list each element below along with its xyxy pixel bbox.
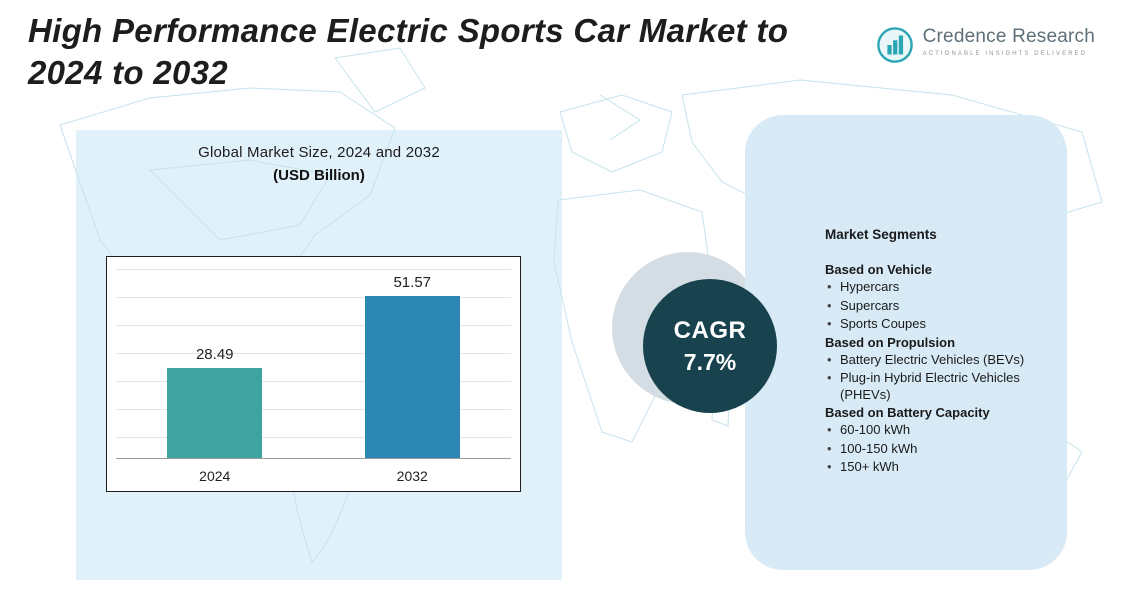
cagr-label: CAGR bbox=[673, 316, 747, 344]
bullet-icon: • bbox=[827, 370, 832, 385]
logo-name: Credence Research bbox=[922, 26, 1095, 47]
logo-tagline: Actionable Insights Delivered bbox=[922, 51, 1088, 57]
cagr-badge: CAGR 7.7% bbox=[643, 279, 777, 413]
segment-item: • 100-150 kWh bbox=[825, 441, 1041, 458]
page-title: High Performance Electric Sports Car Mar… bbox=[28, 10, 788, 94]
segment-group-battery: Based on Battery Capacity • 60-100 kWh • 1… bbox=[825, 405, 1041, 476]
segment-item-label: Plug-in Hybrid Electric Vehicles (PHEVs) bbox=[840, 370, 1020, 402]
logo-texts: Credence Research Actionable Insights De… bbox=[923, 26, 1095, 57]
bar-group-2032: 51.57 bbox=[364, 269, 460, 458]
segments-heading: Market Segments bbox=[825, 227, 937, 242]
segment-item: • Sports Coupes bbox=[825, 316, 1041, 333]
page-title-line1: High Performance Electric Sports Car Mar… bbox=[28, 12, 789, 49]
segment-item-label: Battery Electric Vehicles (BEVs) bbox=[840, 351, 1025, 367]
bullet-icon: • bbox=[827, 316, 832, 331]
chart-title-block: Global Market Size, 2024 and 2032 (USD B… bbox=[76, 144, 562, 184]
credence-research-logo: Credence Research Actionable Insights De… bbox=[876, 26, 1095, 64]
segment-group-propulsion: Based on Propulsion • Battery Electric Ve… bbox=[825, 335, 1041, 404]
bullet-icon: • bbox=[827, 422, 832, 437]
segment-group-title: Based on Vehicle bbox=[825, 262, 932, 277]
bullet-icon: • bbox=[827, 351, 832, 367]
segment-group-vehicle: Based on Vehicle • Hypercars • Supercars •… bbox=[825, 262, 1041, 333]
segment-list: • Hypercars • Supercars • Sports Coupes bbox=[825, 279, 1041, 333]
chart-subtitle: (USD Billion) bbox=[273, 167, 365, 184]
segment-item: • 60-100 kWh bbox=[825, 422, 1041, 439]
segment-item-label: Sports Coupes bbox=[840, 316, 926, 331]
segment-item-label: 60-100 kWh bbox=[840, 422, 911, 437]
segment-group-title: Based on Battery Capacity bbox=[825, 405, 990, 420]
segment-list: • 60-100 kWh • 100-150 kWh • 150+ kWh bbox=[825, 422, 1041, 476]
bar-group-2024: 28.49 bbox=[167, 269, 263, 458]
bar-value-2032: 51.57 bbox=[393, 273, 432, 291]
bullet-icon: • bbox=[827, 279, 832, 294]
segment-item: • Hypercars bbox=[825, 279, 1041, 296]
bar-value-2024: 28.49 bbox=[195, 346, 234, 364]
bullet-icon: • bbox=[827, 440, 832, 456]
segment-list: • Battery Electric Vehicles (BEVs) • Plug-… bbox=[825, 352, 1041, 404]
market-segments-panel: Market Segments Based on Vehicle • Hyperc… bbox=[745, 115, 1067, 570]
page-title-line2: 2024 to 2032 bbox=[28, 54, 228, 92]
segment-item: • Supercars bbox=[825, 298, 1041, 315]
segment-item-label: Supercars bbox=[840, 297, 900, 313]
segment-item-label: 100-150 kWh bbox=[840, 440, 918, 456]
segment-item: • Battery Electric Vehicles (BEVs) bbox=[825, 352, 1041, 369]
bar-chart: 28.49 51.57 2024 2032 bbox=[106, 256, 521, 492]
bullet-icon: • bbox=[827, 297, 832, 313]
segment-item: • 150+ kWh bbox=[825, 459, 1041, 476]
chart-title: Global Market Size, 2024 and 2032 bbox=[198, 144, 440, 161]
bullet-icon: • bbox=[827, 459, 832, 474]
bar-2024 bbox=[167, 368, 263, 458]
x-tick-2032: 2032 bbox=[396, 468, 428, 484]
bar-2032 bbox=[364, 295, 460, 458]
bar-chart-icon bbox=[876, 27, 913, 63]
cagr-value: 7.7% bbox=[683, 348, 737, 375]
plot-area: 28.49 51.57 bbox=[116, 269, 511, 459]
x-axis-labels: 2024 2032 bbox=[116, 468, 511, 484]
segment-group-title: Based on Propulsion bbox=[825, 334, 956, 350]
segment-item-label: Hypercars bbox=[840, 279, 900, 294]
segment-item: • Plug-in Hybrid Electric Vehicles (PHEVs… bbox=[825, 370, 1041, 403]
x-tick-2024: 2024 bbox=[199, 468, 231, 484]
segment-item-label: 150+ kWh bbox=[840, 459, 899, 474]
